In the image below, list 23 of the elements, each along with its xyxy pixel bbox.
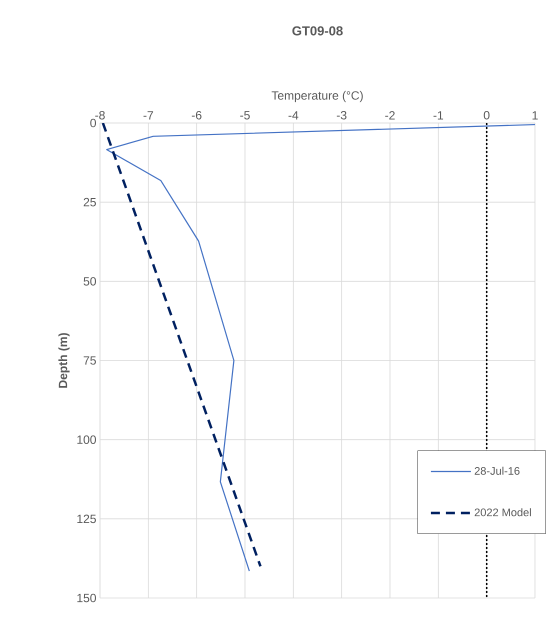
- x-tick-label: 0: [484, 110, 490, 120]
- x-tick-label: -7: [144, 111, 154, 120]
- y-tick-label: 0: [90, 118, 96, 128]
- y-axis-title: Depth (m): [58, 333, 70, 388]
- x-tick-label: -6: [192, 110, 202, 120]
- y-tick-label: 25: [84, 198, 96, 206]
- legend-label: 2022 Model: [474, 508, 531, 516]
- x-tick-label: 1: [532, 111, 538, 120]
- x-tick-label: -2: [385, 111, 395, 120]
- x-tick-label: -3: [336, 110, 346, 120]
- legend-label: 28-Jul-16: [474, 466, 520, 475]
- y-tick-label: 75: [84, 356, 96, 365]
- chart-title: GT09-08: [292, 26, 343, 36]
- y-tick-label: 150: [77, 594, 96, 602]
- x-tick-label: -1: [434, 111, 444, 120]
- line-series: [106, 124, 535, 572]
- y-tick-label: 50: [84, 277, 96, 286]
- x-axis-title: Temperature (°C): [272, 90, 363, 102]
- x-tick-label: -8: [95, 110, 105, 120]
- x-tick-label: -5: [240, 111, 250, 120]
- y-tick-label: 125: [77, 514, 96, 524]
- x-tick-label: -4: [288, 111, 298, 120]
- y-tick-label: 100: [77, 435, 96, 444]
